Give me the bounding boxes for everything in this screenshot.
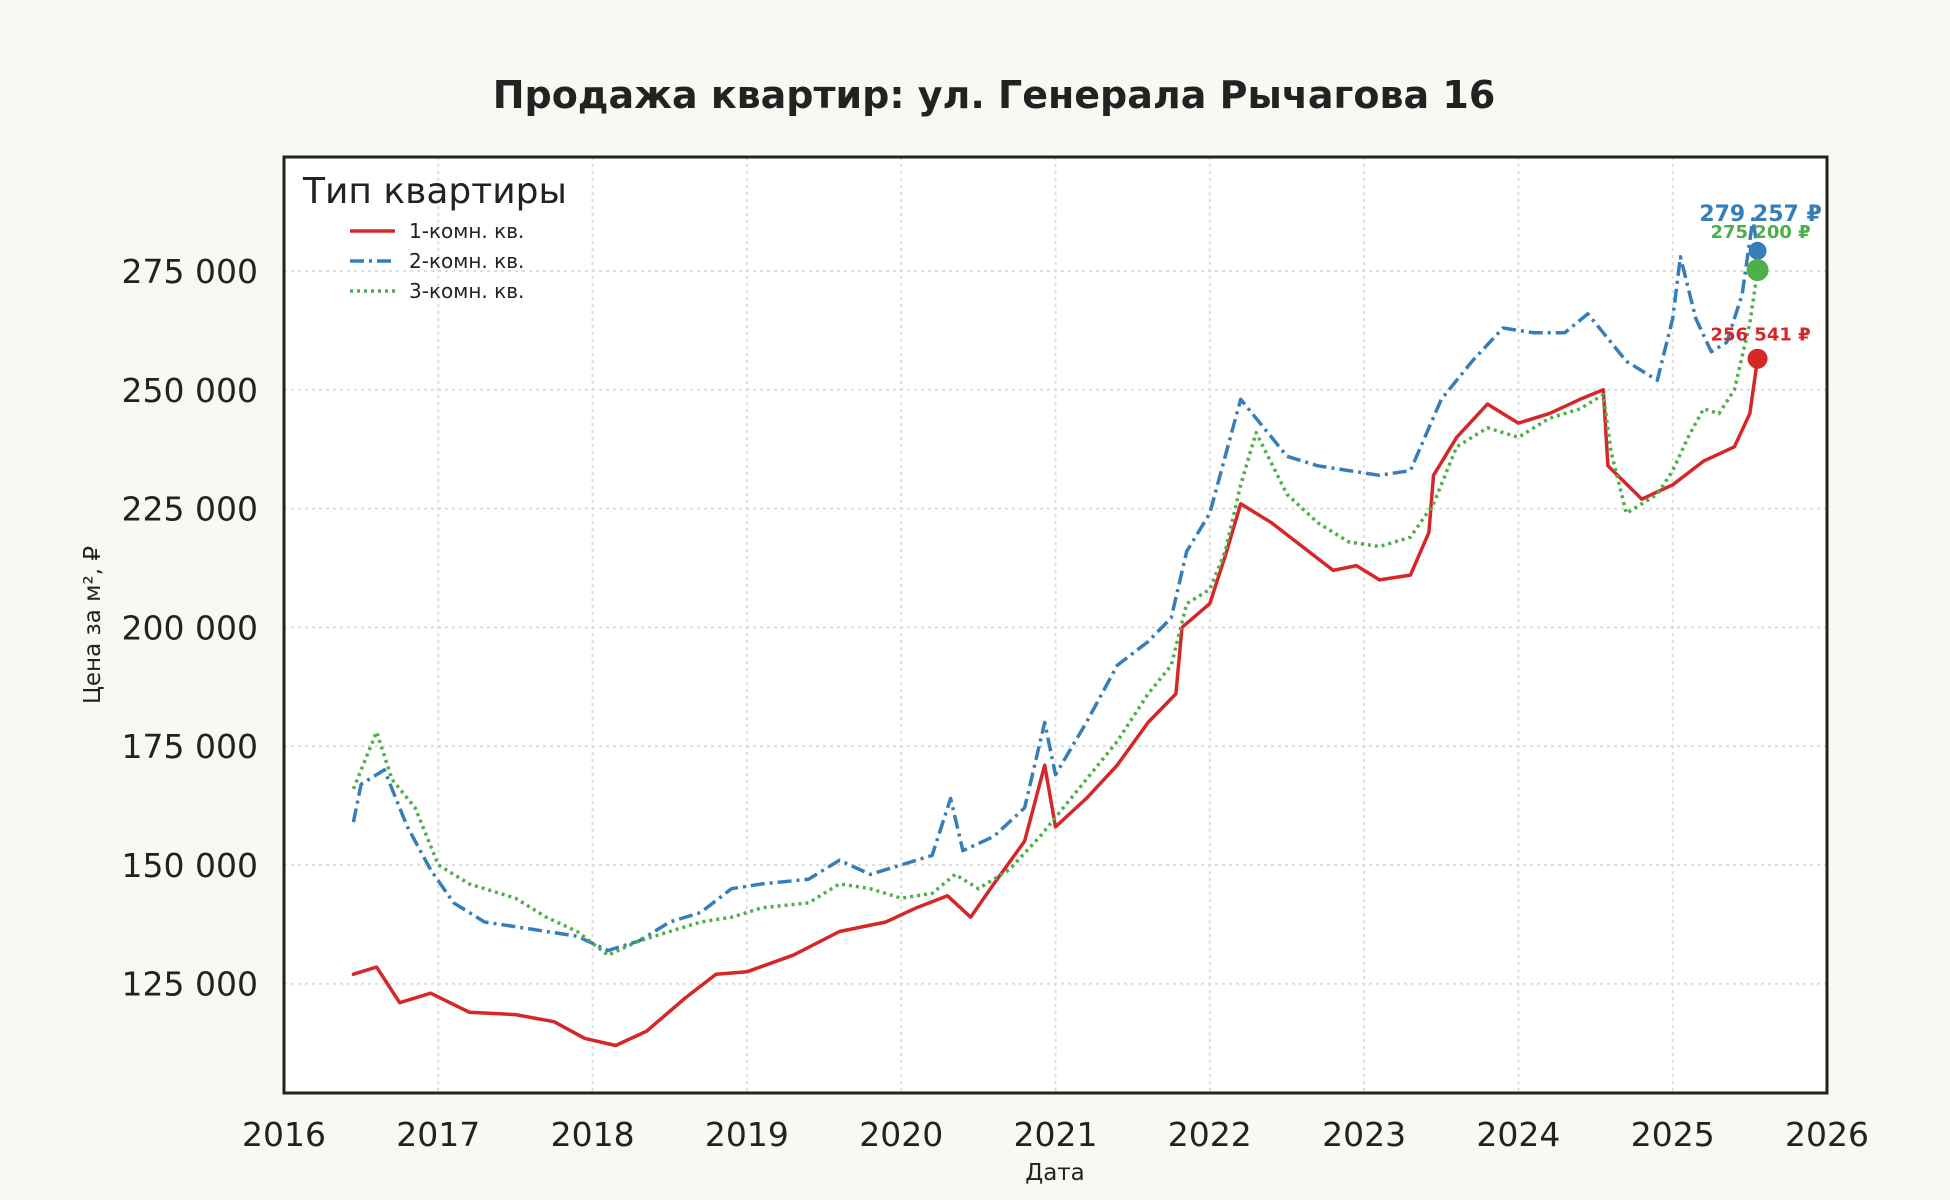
y-tick-label: 275 000	[122, 252, 258, 291]
end-marker	[1748, 241, 1767, 260]
x-tick-label: 2018	[551, 1115, 635, 1154]
y-tick-label: 225 000	[122, 490, 258, 529]
series-line-2	[351, 217, 1760, 953]
plot-frame	[282, 155, 1829, 1095]
series-layer	[351, 217, 1760, 1048]
x-tick-label: 2022	[1168, 1115, 1252, 1154]
plot-area: 279 257 ₽275 200 ₽ 256 541 ₽	[282, 155, 1829, 1095]
end-markers: 279 257 ₽275 200 ₽ 256 541 ₽	[1699, 202, 1822, 369]
end-value-label: 256 541 ₽	[1710, 325, 1810, 346]
y-tick-label: 200 000	[122, 608, 258, 647]
x-tick-label: 2023	[1322, 1115, 1406, 1154]
y-tick-label: 150 000	[122, 846, 258, 885]
y-tick-label: 175 000	[122, 727, 258, 766]
x-tick-label: 2020	[859, 1115, 943, 1154]
x-tick-label: 2024	[1476, 1115, 1560, 1154]
series-line-1	[351, 356, 1760, 1048]
series-line-3	[351, 269, 1760, 957]
y-tick-label: 125 000	[122, 965, 258, 1004]
end-marker	[1747, 348, 1768, 369]
chart-title: Продажа квартир: ул. Генерала Рычагова 1…	[493, 73, 1496, 117]
legend: Тип квартиры 1-комн. кв. 2-комн. кв. 3-ком…	[302, 171, 567, 303]
x-tick-label: 2016	[242, 1115, 326, 1154]
y-axis-label: Цена за м², ₽	[80, 546, 106, 704]
x-tick-label: 2017	[396, 1115, 480, 1154]
x-tick-label: 2026	[1785, 1115, 1869, 1154]
x-tick-label: 2021	[1014, 1115, 1098, 1154]
end-value-label: 279 257 ₽	[1699, 202, 1821, 227]
legend-entry: 3-комн. кв.	[409, 279, 524, 303]
legend-entry: 1-комн. кв.	[409, 219, 524, 243]
y-tick-label: 250 000	[122, 371, 258, 410]
end-value-label: 275 200 ₽	[1710, 222, 1810, 243]
y-axis-ticks: 125 000 150 000 175 000 200 000 225 000 250 0…	[122, 252, 258, 1004]
legend-entry: 2-комн. кв.	[409, 249, 524, 273]
x-tick-label: 2025	[1631, 1115, 1715, 1154]
legend-title: Тип квартиры	[302, 171, 567, 212]
x-tick-label: 2019	[705, 1115, 789, 1154]
x-axis-label: Дата	[1025, 1160, 1085, 1186]
x-axis-ticks: 2016 2017 2018 2019 2020 2021 2022 2023 2024 2025…	[242, 1115, 1869, 1154]
end-marker	[1746, 259, 1769, 282]
